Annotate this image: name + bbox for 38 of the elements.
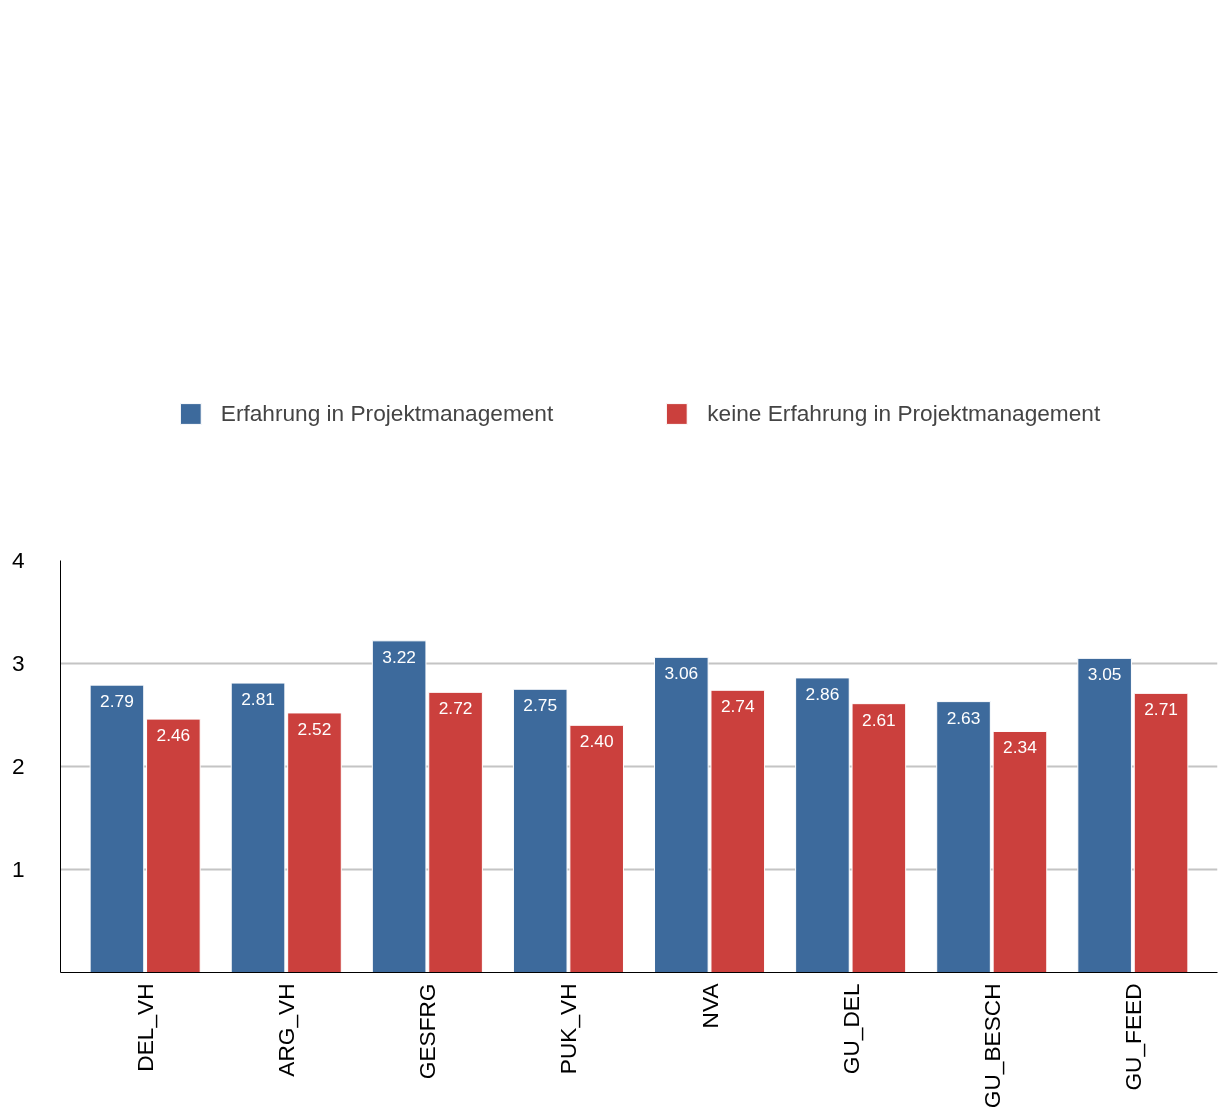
text: 2.74 [720, 696, 755, 717]
bar [992, 730, 1048, 973]
y-tick-label: 4 [11, 547, 25, 573]
text: 3.05 [1087, 664, 1122, 685]
text: 2.81 [241, 689, 275, 710]
bar [936, 701, 991, 973]
y-tick-label: 1 [11, 856, 25, 882]
bar [287, 712, 342, 973]
text: 2.46 [156, 725, 191, 746]
bar [1133, 692, 1189, 973]
x-tick-label: PUK_VH [555, 983, 582, 1075]
bar [230, 682, 286, 973]
text: 2.72 [438, 698, 473, 719]
text: 2.79 [100, 691, 134, 712]
y-tick-label: 2 [11, 753, 25, 779]
text: 3.22 [382, 646, 417, 667]
text: 2.63 [946, 707, 981, 728]
text: 2.52 [297, 718, 332, 739]
x-tick-label: ARG_VH [273, 983, 300, 1077]
legend-label: keine Erfahrung in Projektmanagement [707, 399, 1101, 427]
x-tick-label: GESFRG [414, 983, 441, 1080]
bar [146, 718, 201, 973]
x-tick-label: NVA [696, 982, 723, 1029]
text: 2.40 [579, 731, 614, 752]
text: 2.61 [862, 709, 896, 730]
bar [89, 684, 145, 973]
text: 2.71 [1144, 699, 1178, 720]
y-tick-label: 3 [11, 650, 25, 676]
text: 2.75 [523, 695, 558, 716]
x-tick-label: GU_DEL [837, 983, 864, 1075]
x-tick-label: GU_FEED [1119, 983, 1146, 1091]
text: 2.34 [1003, 737, 1037, 758]
x-tick-label: GU_BESCH [978, 983, 1005, 1109]
text: 3.06 [664, 663, 699, 684]
bar [1077, 657, 1132, 973]
text: 2.86 [805, 683, 840, 704]
x-tick-label: DEL_VH [132, 983, 159, 1072]
legend-label: Erfahrung in Projektmanagement [220, 399, 554, 427]
